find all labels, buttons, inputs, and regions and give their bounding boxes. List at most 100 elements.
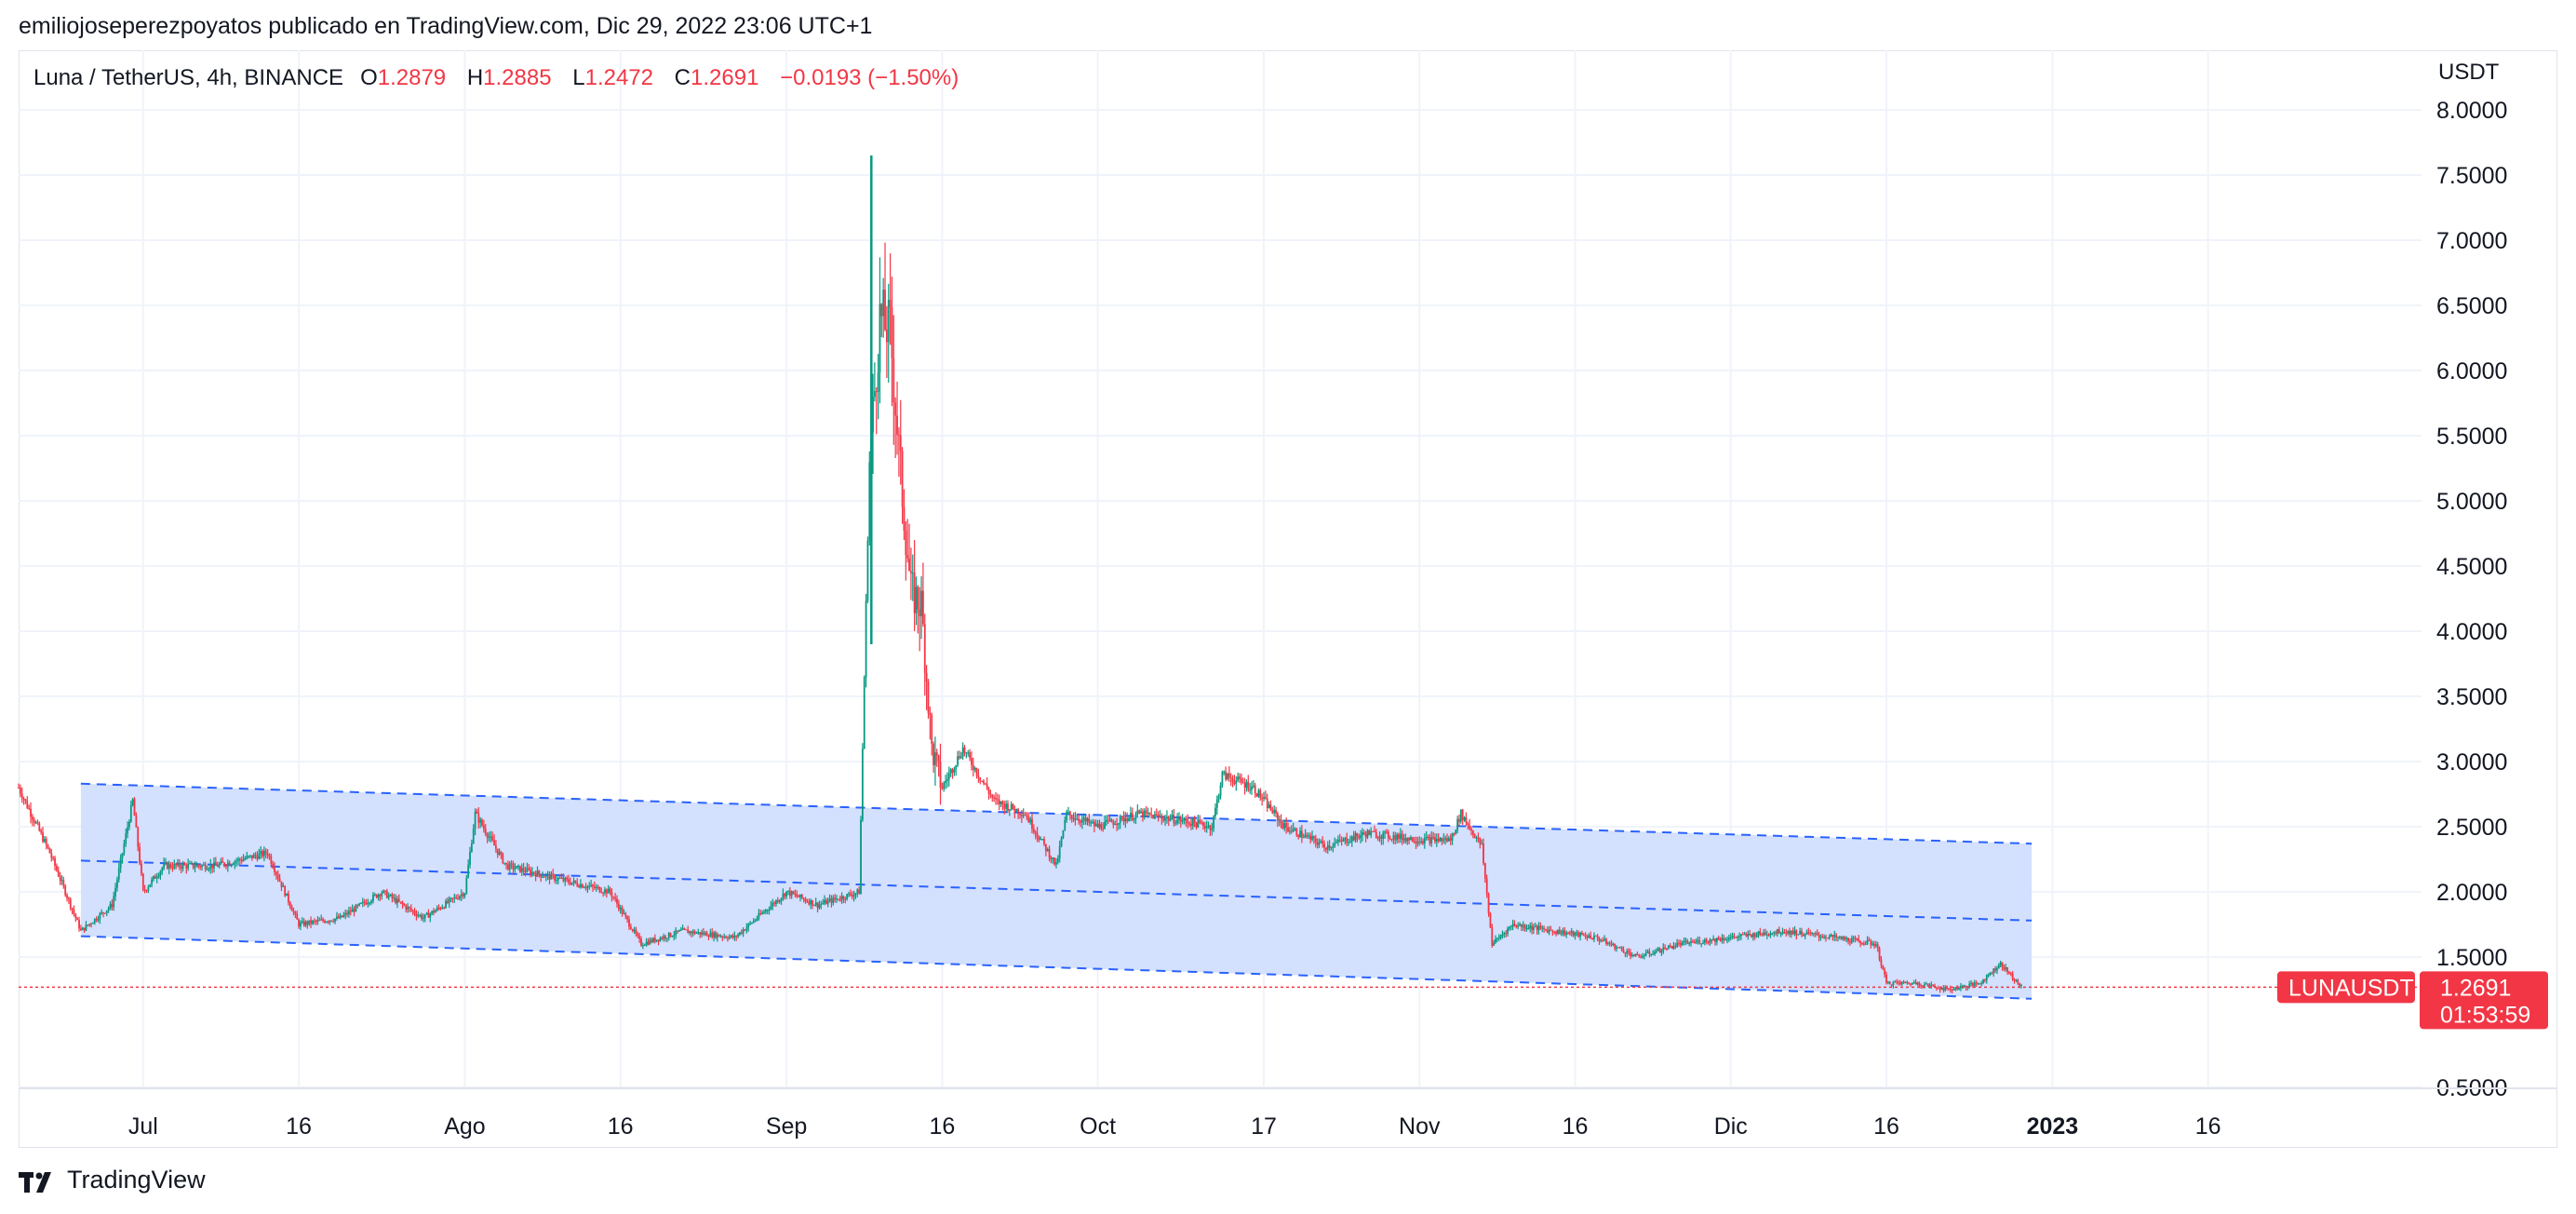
candle-body [957,756,959,765]
candle-body [1261,798,1264,800]
candle-body [214,862,217,866]
candle-body [202,864,205,866]
candle-body [304,922,307,926]
candle-body [302,921,305,926]
candle-body [1249,789,1252,791]
candle-body [1859,940,1862,944]
candle-body [1602,940,1604,942]
x-tick-label: Oct [1080,1113,1116,1140]
candle-body [1283,823,1286,829]
candle-body [2001,962,2004,967]
candle-body [784,893,786,897]
candle-body [104,912,106,914]
candle-body [482,825,485,830]
candle-body [1600,940,1603,942]
candle-body [1330,846,1333,848]
candle-body [1873,943,1875,947]
candle-body [675,930,678,936]
candle-body [1660,951,1663,953]
candle-body [274,867,275,872]
candle-body [462,894,464,897]
symbol-label[interactable]: Luna / TetherUS, 4h, BINANCE [34,65,344,90]
candle-body [467,864,470,878]
channel-line-lower[interactable] [80,935,2033,1000]
candle-body [887,300,890,343]
candle-body [931,714,933,744]
candle-body [1203,826,1206,829]
candle-body [1948,988,1950,990]
candle-body [935,752,938,756]
candle-body [739,932,741,935]
candle-body [1358,836,1361,839]
candle-body [1392,835,1395,840]
candle-body [891,306,893,358]
candle-body [1078,818,1080,821]
candle-body [301,921,303,924]
candle-body [1973,982,1976,986]
close-label: C [674,65,691,90]
candle-body [256,856,259,859]
x-tick-label: 16 [2195,1113,2221,1140]
candle-body [892,357,895,403]
candle-body [1483,843,1484,864]
channel-line-middle[interactable] [80,859,2033,922]
candle-body [500,852,503,854]
candle-body [242,858,245,861]
candle-body [1910,983,1912,985]
candle-body [1467,823,1469,826]
candle-body [1541,927,1544,929]
candle-body [183,864,186,866]
candle-body [663,936,665,939]
candle-body [1985,975,1988,981]
candle-body [1555,931,1557,934]
candle-body [1598,938,1601,941]
candle-body [651,939,653,942]
candle-body [1558,929,1561,935]
footer-brand[interactable]: TradingView [19,1166,206,1194]
candle-body [1197,819,1200,828]
candle-body [1563,930,1566,936]
candle-body [657,939,660,941]
candle-body [1830,935,1832,937]
candle-body [237,858,239,861]
candle-body [1695,940,1697,943]
candle-body [1912,982,1915,984]
candle-body [751,923,753,924]
candle-body [629,926,632,930]
candle-body [260,851,262,854]
candle-body [1335,842,1337,843]
candle-body [313,921,315,923]
y-tick-label: 3.0000 [2436,749,2507,776]
candle-body [1517,924,1520,927]
candle-body [1991,973,1993,975]
candle-body [544,874,547,877]
candle-body [360,903,362,905]
candle-body [363,901,366,903]
candle-body [1683,940,1685,942]
candle-body [1789,930,1791,935]
candle-body [1984,979,1986,981]
candle-body [812,905,815,907]
candle-body [102,911,104,913]
candle-body [484,829,487,834]
candle-body [1487,894,1490,913]
candle-body [308,920,311,925]
candle-body [510,863,513,865]
candle-body [1211,828,1214,830]
candle-body [1614,943,1617,950]
candle-body [145,890,148,892]
candle-body [583,887,585,889]
candle-body [92,923,94,924]
candle-body [597,886,599,888]
candle-body [775,900,777,904]
candle-body [733,936,736,938]
candle-body [796,894,798,897]
candle-body [238,858,241,860]
candle-body [74,913,77,919]
candle-body [1410,837,1412,841]
channel-line-upper[interactable] [80,782,2033,845]
candle-body [1664,947,1667,950]
candle-body [1102,829,1105,830]
